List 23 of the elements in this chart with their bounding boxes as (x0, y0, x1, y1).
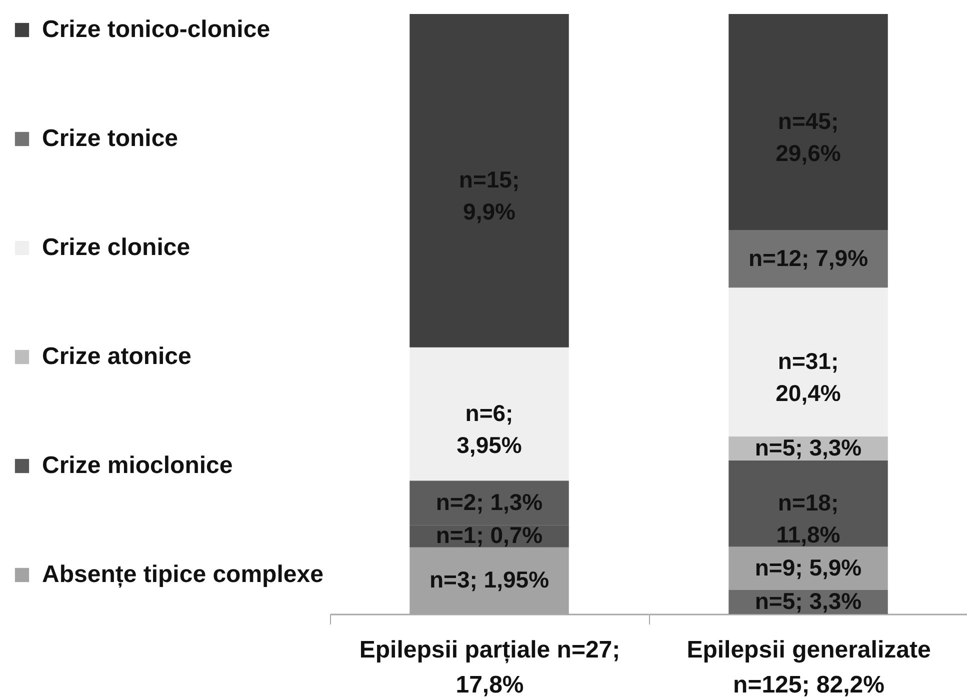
bar (728, 230, 888, 288)
bar (410, 14, 569, 348)
legend-label: Crize clonice (42, 234, 190, 261)
data-label: n=9; 5,9% (754, 554, 862, 580)
bar (728, 288, 888, 436)
data-label: n=12; 7,9% (748, 244, 868, 271)
data-label: n=6; 3,95% (456, 400, 522, 458)
data-label: n=5; 3,3% (754, 588, 862, 614)
legend-label: Crize mioclonice (42, 452, 233, 479)
data-label: n=1; 0,7% (436, 522, 543, 548)
legend-label: Crize tonico-clonice (42, 16, 270, 43)
data-label: n=3; 1,95% (429, 566, 550, 593)
data-label: n=31; 20,4% (776, 348, 841, 406)
x-tick-label: Epilepsii parțiale n=27; 17,8% (359, 636, 620, 698)
x-tick-label: Epilepsii generalizate n=125; 82,2% (686, 636, 931, 698)
legend-label: Absențe tipice complexe (42, 561, 324, 588)
bar (728, 460, 888, 547)
legend-label: Crize tonice (42, 125, 178, 152)
data-label: n=5; 3,3% (754, 434, 862, 460)
bar (728, 14, 888, 230)
bar (410, 347, 569, 481)
legend-label: Crize atonice (42, 343, 192, 370)
data-label: n=2; 1,3% (436, 488, 543, 515)
